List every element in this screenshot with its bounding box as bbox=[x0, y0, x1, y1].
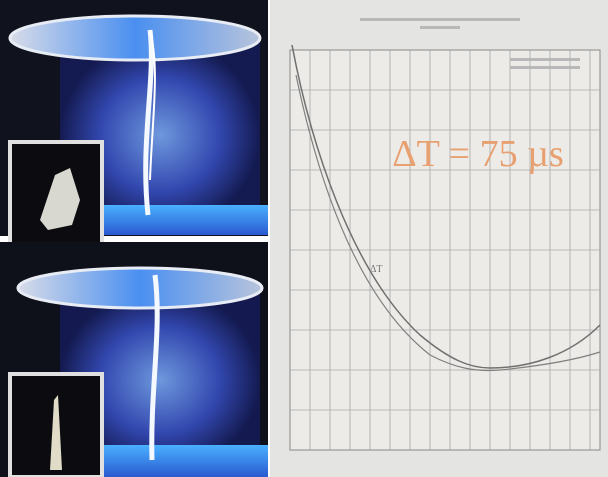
curve-label: ΔT bbox=[370, 264, 383, 275]
photo-bottom bbox=[0, 242, 268, 477]
chart-panel: ΔT ΔT = 75 µs bbox=[270, 0, 608, 477]
photo-top bbox=[0, 0, 268, 246]
annotation: ΔT = 75 µs bbox=[392, 133, 564, 175]
figure: ΔT ΔT = 75 µs bbox=[0, 0, 608, 477]
